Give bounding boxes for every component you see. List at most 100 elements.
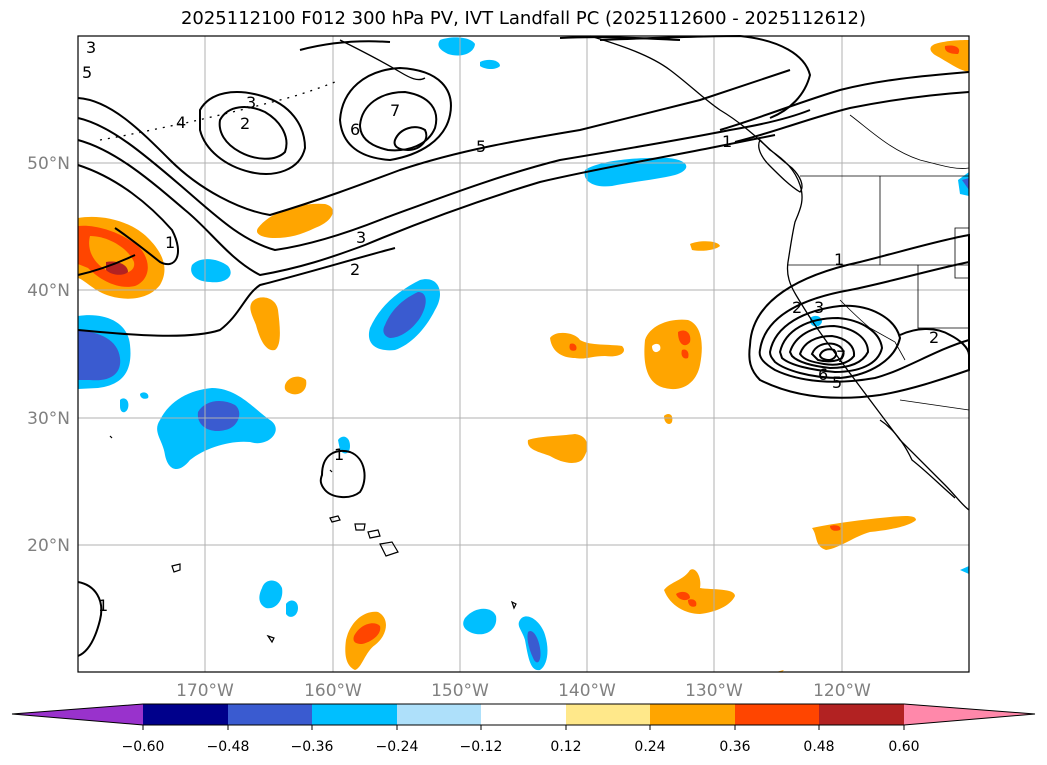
pv-positive-area	[812, 516, 916, 550]
pv-positive-area	[569, 343, 577, 351]
lon-label: 160°W	[304, 681, 362, 701]
colorbar-tick: 0.36	[719, 739, 750, 755]
contour-label: 5	[82, 63, 92, 82]
colorbar: −0.60 −0.48 −0.36 −0.24 −0.12 0.12 0.24 …	[11, 703, 1036, 755]
ivt-contour	[199, 91, 307, 175]
pv-positive-area	[284, 376, 307, 395]
colorbar-tick: 0.24	[634, 739, 665, 755]
pv-negative-area	[584, 157, 687, 187]
contour-label: 1	[98, 596, 108, 615]
contour-label: 4	[176, 113, 186, 132]
pv-negative-area	[286, 600, 298, 617]
contour-label: 1	[722, 132, 732, 151]
lat-labels: 50°N 40°N 30°N 20°N	[27, 154, 70, 556]
colorbar-tick: −0.36	[291, 739, 334, 755]
pv-negative-area	[197, 400, 240, 432]
pv-negative-area	[78, 330, 121, 381]
ivt-contour	[719, 71, 970, 131]
contour-label: 1	[834, 250, 844, 269]
pv-positive-area	[664, 414, 673, 424]
gridlines	[78, 36, 969, 672]
lon-labels: 170°W 160°W 150°W 140°W 130°W 120°W	[176, 681, 871, 701]
colorbar-segment	[481, 704, 566, 725]
colorbar-tick: 0.12	[550, 739, 581, 755]
pv-negative-area	[463, 608, 497, 635]
lat-label: 30°N	[27, 409, 70, 429]
contour-label: 3	[86, 38, 96, 57]
colorbar-tick: −0.48	[207, 739, 250, 755]
ivt-contour	[818, 348, 838, 362]
pv-negative-area	[438, 37, 475, 56]
ivt-contour	[218, 106, 288, 160]
ivt-contour	[559, 36, 681, 41]
colorbar-tick: −0.24	[376, 739, 419, 755]
contour-label: 3	[356, 228, 366, 247]
pv-positive-area	[688, 599, 697, 607]
pv-negative-area	[480, 59, 500, 69]
ivt-contours	[77, 34, 970, 657]
ivt-contour	[338, 66, 452, 162]
lat-label: 20°N	[27, 536, 70, 556]
pv-negative-area	[958, 172, 969, 196]
ivt-contour	[788, 324, 870, 370]
island	[266, 634, 275, 644]
ivt-contour	[77, 134, 776, 277]
pv-positive-area	[678, 330, 691, 346]
ivt-contour	[778, 316, 884, 374]
island	[354, 523, 366, 531]
contour-label: 3	[814, 298, 824, 317]
ivt-contour	[899, 328, 970, 356]
pv-positive-area	[664, 569, 735, 614]
island	[367, 529, 381, 539]
colorbar-segment	[397, 704, 481, 725]
ivt-contour	[299, 40, 391, 51]
contour-labels: 3 5 4 3 2 6 7 5 1 3 2 1 1 2 3 7 6 5 2 1 …	[82, 38, 939, 615]
contour-label: 2	[929, 328, 939, 347]
ivt-contour	[77, 109, 811, 252]
contour-label: 3	[246, 93, 256, 112]
colorbar-segment	[312, 704, 397, 725]
pv-positive-area	[681, 349, 689, 359]
lon-label: 120°W	[813, 681, 871, 701]
ivt-contour	[358, 90, 438, 152]
pv-negative-area	[120, 398, 129, 413]
contour-label: 7	[390, 101, 400, 120]
contour-label: 1	[165, 233, 175, 252]
ivt-contour	[599, 34, 812, 119]
contour-label: 6	[350, 120, 360, 139]
ivt-contour	[77, 581, 103, 657]
ivt-contour	[748, 233, 970, 399]
pv-positive-area	[353, 623, 381, 644]
pv-positive-area	[930, 40, 969, 72]
ivt-contour	[77, 254, 136, 276]
pv-positive-area	[944, 45, 960, 54]
border	[899, 399, 970, 411]
colorbar-segment	[12, 704, 143, 725]
pv-negative-area	[338, 436, 350, 454]
lon-label: 170°W	[176, 681, 234, 701]
ivt-contour	[77, 164, 179, 265]
pv-negative-area	[962, 178, 969, 190]
lat-label: 50°N	[27, 154, 70, 174]
pv-positive-area	[830, 525, 841, 531]
contour-label: 6	[818, 365, 828, 384]
ivt-contour	[810, 342, 845, 363]
pv-positive-area	[690, 241, 720, 251]
island	[510, 600, 517, 610]
contour-label: 2	[240, 114, 250, 133]
ivt-contour	[77, 69, 791, 217]
border	[849, 114, 970, 169]
island	[329, 469, 333, 473]
colorbar-segment	[735, 704, 819, 725]
pv-negative-area	[383, 292, 426, 338]
pv-positive-area	[644, 319, 702, 390]
islands	[109, 435, 517, 644]
pv-positive-area	[89, 236, 135, 274]
map-title: 2025112100 F012 300 hPa PV, IVT Landfall…	[180, 8, 867, 29]
pv-negative-area	[140, 392, 149, 399]
contour-label: 1	[334, 445, 344, 464]
colorbar-tick: −0.12	[460, 739, 503, 755]
pv-negative-area	[527, 630, 541, 663]
ivt-contour	[758, 260, 970, 383]
